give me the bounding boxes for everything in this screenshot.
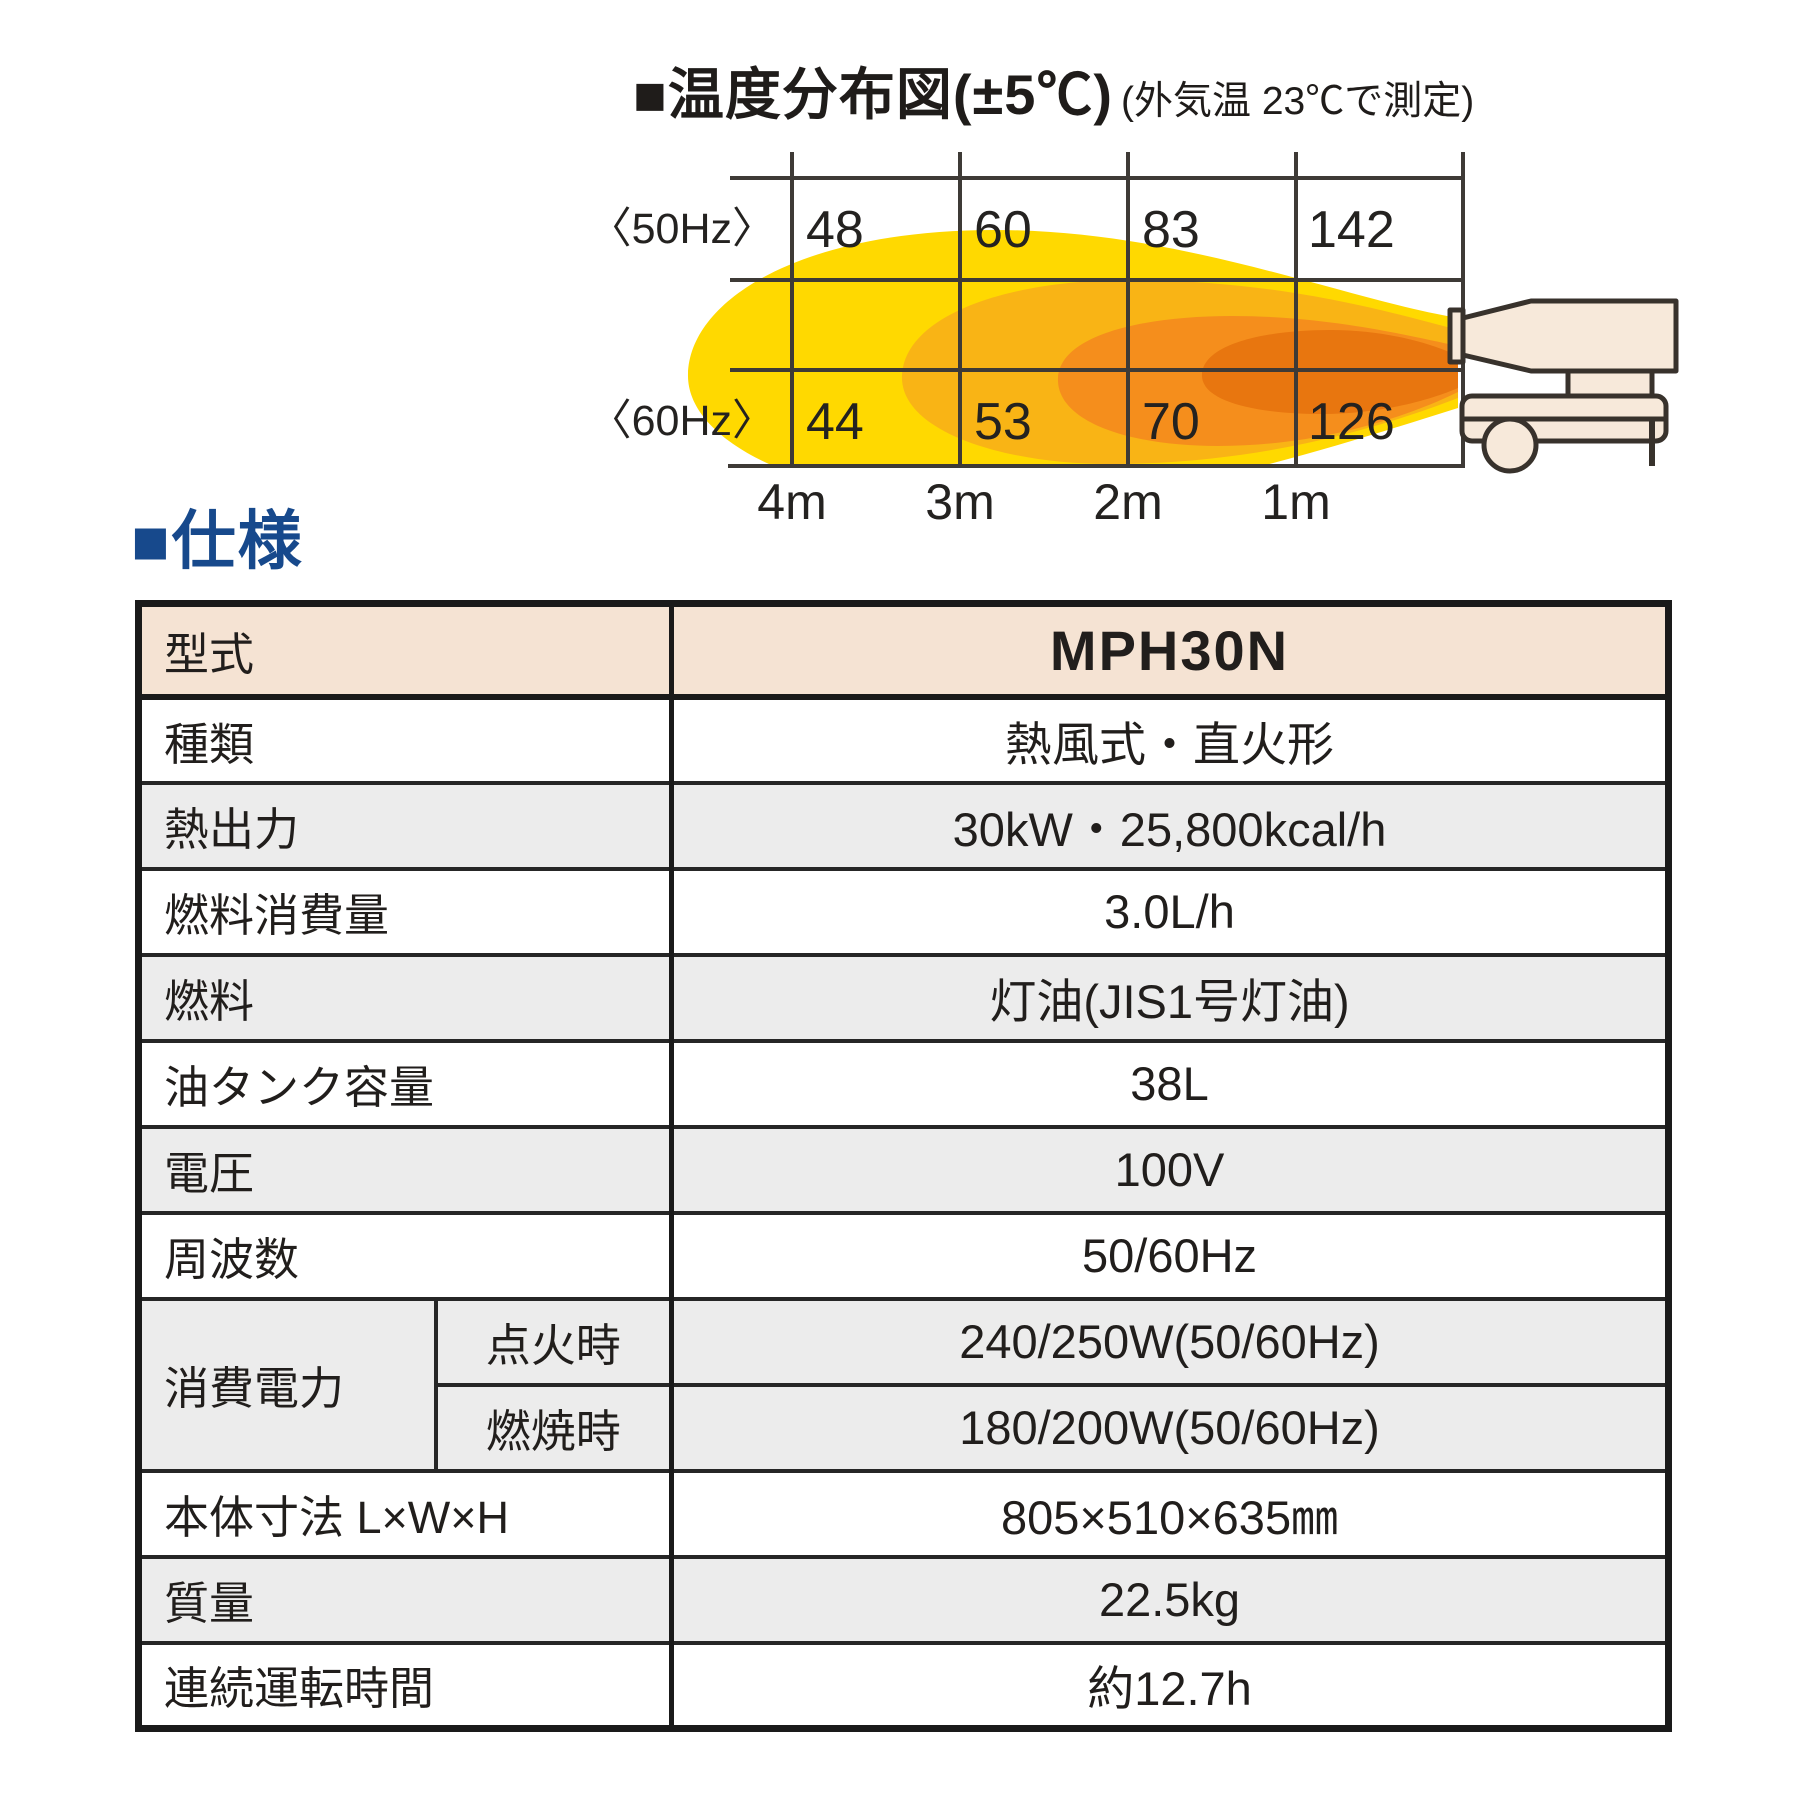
spec-value-tank-capacity: 38L [669, 1038, 1671, 1129]
spec-value-mass: 22.5kg [669, 1554, 1671, 1645]
temp-60hz-3m: 53 [974, 393, 1032, 451]
diagram-title-condition: (外気温 23℃で測定) [1121, 80, 1475, 123]
spec-table: 型式 MPH30N 種類 熱風式・直火形 熱出力 30kW・25,800kcal… [135, 600, 1673, 1732]
spec-label-mass: 質量 [136, 1554, 674, 1645]
spec-value-voltage: 100V [669, 1124, 1671, 1215]
spec-heading: ■仕様 [131, 505, 304, 577]
spec-row-power-ignition: 消費電力 点火時 240/250W(50/60Hz) [136, 1296, 1671, 1473]
temperature-distribution-chart: 〈50Hz〉 〈60Hz〉 48 60 83 142 44 53 70 126 … [600, 152, 1679, 530]
spec-value-fuel-consumption: 3.0L/h [669, 866, 1671, 957]
temp-60hz-2m: 70 [1142, 393, 1200, 451]
spec-label-fuel: 燃料 [136, 952, 674, 1043]
heater-illustration [1447, 298, 1679, 474]
spec-value-heat-output: 30kW・25,800kcal/h [669, 780, 1671, 871]
spec-value-power-burning: 180/200W(50/60Hz) [669, 1382, 1671, 1473]
spec-row-type: 種類 熱風式・直火形 [136, 694, 1671, 785]
spec-row-frequency: 周波数 50/60Hz [136, 1210, 1671, 1301]
spec-row-mass: 質量 22.5kg [136, 1554, 1671, 1645]
spec-row-runtime: 連続運転時間 約12.7h [136, 1640, 1671, 1731]
distance-label-3m: 3m [925, 474, 994, 530]
spec-row-heat-output: 熱出力 30kW・25,800kcal/h [136, 780, 1671, 871]
distance-label-4m: 4m [757, 474, 826, 530]
heater-body [1460, 298, 1679, 374]
chart-grid [728, 152, 1465, 468]
diagram-title-main: ■温度分布図(±5℃) [633, 63, 1113, 126]
temp-50hz-1m: 142 [1308, 201, 1395, 259]
spec-value-model: MPH30N [669, 601, 1671, 700]
temp-50hz-3m: 60 [974, 201, 1032, 259]
spec-sublabel-burning: 燃焼時 [433, 1382, 674, 1473]
row-label-50hz: 〈50Hz〉 [600, 205, 775, 253]
spec-row-dimensions: 本体寸法 L×W×H 805×510×635㎜ [136, 1468, 1671, 1559]
heat-plume [687, 230, 1458, 466]
spec-label-runtime: 連続運転時間 [136, 1640, 674, 1731]
temp-50hz-4m: 48 [806, 201, 864, 259]
spec-row-fuel: 燃料 灯油(JIS1号灯油) [136, 952, 1671, 1043]
spec-row-model: 型式 MPH30N [136, 601, 1671, 700]
diagram-title: ■温度分布図(±5℃) (外気温 23℃で測定) [633, 50, 1474, 131]
spec-value-frequency: 50/60Hz [669, 1210, 1671, 1301]
spec-value-type: 熱風式・直火形 [669, 694, 1671, 785]
spec-sublabel-ignition: 点火時 [433, 1296, 674, 1387]
spec-label-tank-capacity: 油タンク容量 [136, 1038, 674, 1129]
spec-value-runtime: 約12.7h [669, 1640, 1671, 1731]
row-label-60hz: 〈60Hz〉 [600, 397, 775, 445]
temp-60hz-1m: 126 [1308, 393, 1395, 451]
heater-wheel [1481, 416, 1539, 474]
spec-row-tank-capacity: 油タンク容量 38L [136, 1038, 1671, 1129]
spec-label-frequency: 周波数 [136, 1210, 674, 1301]
distance-label-1m: 1m [1261, 474, 1330, 530]
distance-label-2m: 2m [1093, 474, 1162, 530]
spec-label-model: 型式 [136, 601, 674, 700]
spec-label-heat-output: 熱出力 [136, 780, 674, 871]
spec-value-power-ignition: 240/250W(50/60Hz) [669, 1296, 1671, 1387]
spec-row-fuel-consumption: 燃料消費量 3.0L/h [136, 866, 1671, 957]
spec-label-dimensions: 本体寸法 L×W×H [136, 1468, 674, 1559]
spec-label-voltage: 電圧 [136, 1124, 674, 1215]
spec-row-voltage: 電圧 100V [136, 1124, 1671, 1215]
temp-50hz-2m: 83 [1142, 201, 1200, 259]
spec-label-fuel-consumption: 燃料消費量 [136, 866, 674, 957]
spec-value-fuel: 灯油(JIS1号灯油) [669, 952, 1671, 1043]
spec-label-power-consumption: 消費電力 [136, 1296, 438, 1473]
spec-value-dimensions: 805×510×635㎜ [669, 1468, 1671, 1559]
spec-label-type: 種類 [136, 694, 674, 785]
temp-60hz-4m: 44 [806, 393, 864, 451]
